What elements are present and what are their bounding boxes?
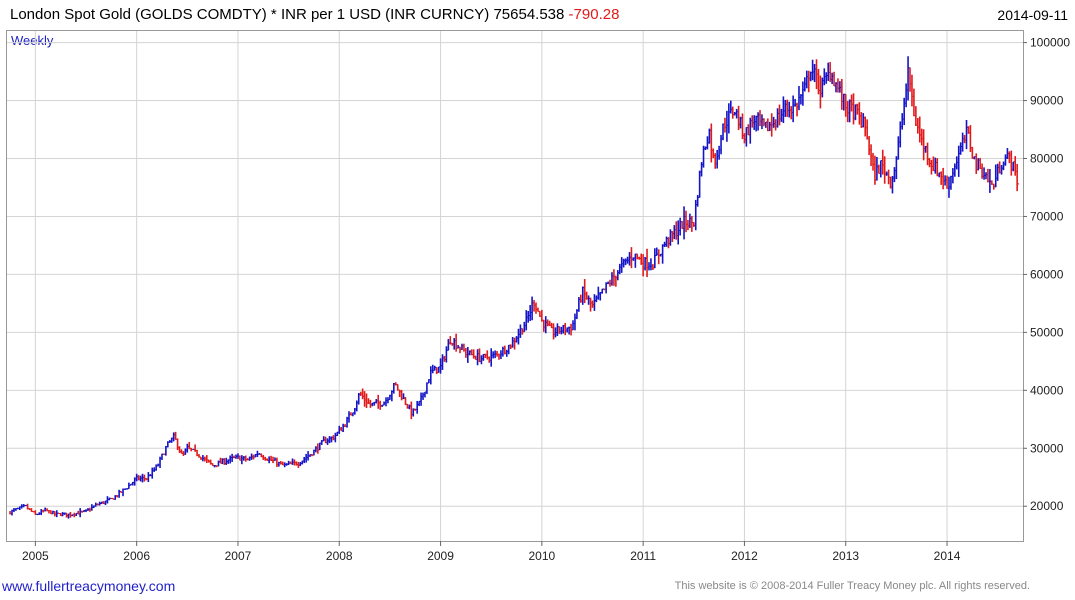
x-tick-label: 2009 bbox=[427, 549, 454, 563]
x-tick-label: 2011 bbox=[630, 549, 656, 563]
plot-area bbox=[6, 30, 1024, 542]
y-tick-label: 90000 bbox=[1030, 94, 1064, 108]
y-tick-label: 80000 bbox=[1030, 152, 1064, 166]
chart-title: London Spot Gold (GOLDS COMDTY) * INR pe… bbox=[10, 6, 619, 23]
y-tick-label: 50000 bbox=[1030, 325, 1064, 339]
y-axis: 20000 30000 40000 50000 60000 70000 80000 90000… bbox=[1023, 36, 1070, 513]
x-tick-label: 2014 bbox=[934, 549, 961, 563]
title-text: London Spot Gold (GOLDS COMDTY) * INR pe… bbox=[10, 6, 565, 23]
x-axis: 2005 2006 2007 2008 2009 2010 2011 2012 2013 2014 bbox=[22, 541, 961, 563]
x-tick-label: 2008 bbox=[326, 549, 353, 563]
period-label: Weekly bbox=[11, 33, 54, 48]
grid-lines bbox=[7, 31, 1023, 541]
y-tick-label: 100000 bbox=[1030, 36, 1070, 50]
y-tick-label: 40000 bbox=[1030, 383, 1064, 397]
x-tick-label: 2012 bbox=[731, 549, 758, 563]
y-tick-label: 20000 bbox=[1030, 499, 1064, 513]
change-value: -790.28 bbox=[568, 6, 620, 23]
x-tick-label: 2010 bbox=[528, 549, 555, 563]
site-link[interactable]: www.fullertreacymoney.com bbox=[2, 578, 176, 594]
copyright-notice: This website is © 2008-2014 Fuller Treac… bbox=[674, 580, 1030, 592]
x-tick-label: 2006 bbox=[123, 549, 150, 563]
x-tick-label: 2005 bbox=[22, 549, 49, 563]
x-tick-label: 2013 bbox=[832, 549, 859, 563]
x-tick-label: 2007 bbox=[225, 549, 252, 563]
as-of-date: 2014-09-11 bbox=[997, 7, 1068, 23]
price-bars bbox=[9, 56, 1020, 519]
y-tick-label: 60000 bbox=[1030, 267, 1064, 281]
y-tick-label: 70000 bbox=[1030, 209, 1064, 223]
y-tick-label: 30000 bbox=[1030, 441, 1064, 455]
